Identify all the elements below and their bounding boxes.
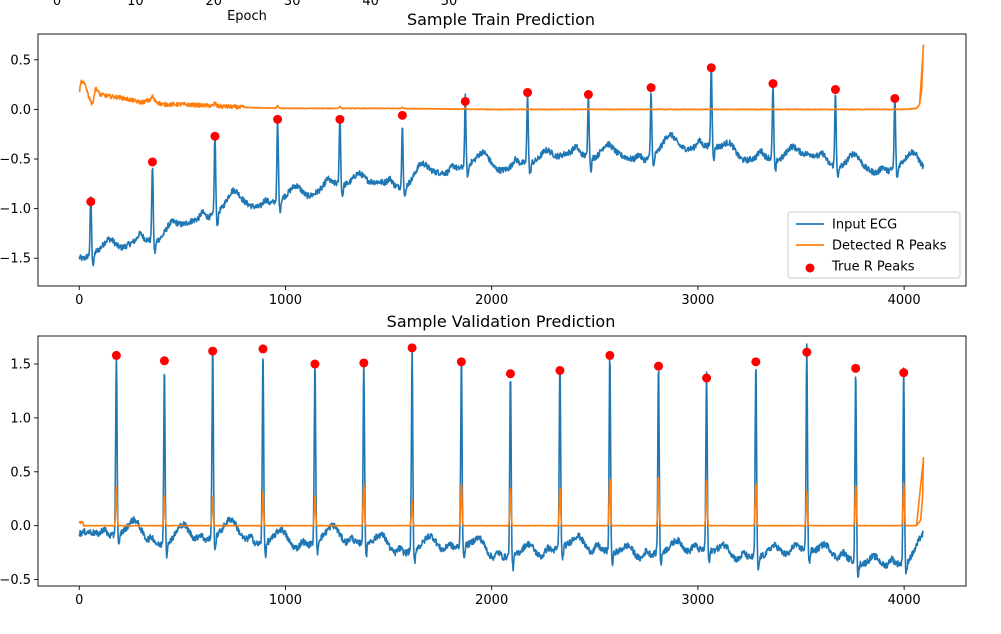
ytick-label: 1.0 (10, 411, 31, 426)
true-r-peak-point (407, 343, 417, 353)
xtick-label: 4000 (888, 293, 921, 308)
true-r-peak-point (646, 83, 656, 93)
ytick-label: 0.5 (10, 465, 31, 480)
previous-panel-xtick-label: 50 (441, 0, 458, 9)
xtick-label: 2000 (475, 593, 508, 608)
true-r-peak-point (335, 114, 345, 124)
true-r-peak-point (802, 347, 812, 357)
true-r-peak-point (851, 363, 861, 373)
xtick-label: 1000 (269, 293, 302, 308)
true-r-peak-point (523, 88, 533, 98)
true-r-peak-point (310, 359, 320, 369)
true-r-peak-point (397, 110, 407, 120)
true-r-peak-point (86, 197, 96, 207)
xtick-label: 3000 (681, 593, 714, 608)
xtick-label: 0 (75, 593, 83, 608)
xtick-label: 2000 (475, 293, 508, 308)
true-r-peak-point (273, 114, 283, 124)
true-r-peak-point (258, 344, 268, 354)
true-r-peak-point (208, 346, 218, 356)
true-r-peak-point (768, 79, 778, 89)
true-r-peak-point (654, 361, 664, 371)
legend-label: Input ECG (832, 218, 897, 233)
true-r-peak-point (505, 369, 515, 379)
input-ecg-line (78, 66, 925, 267)
previous-panel-xtick-label: 10 (127, 0, 144, 9)
true-r-peak-point (555, 365, 565, 375)
xtick-label: 1000 (269, 593, 302, 608)
true-r-peak-point (899, 368, 909, 378)
axes-frame (37, 33, 967, 287)
xtick-label: 3000 (681, 293, 714, 308)
previous-panel-xtick-label: 40 (362, 0, 379, 9)
previous-panel-xtick-label: 30 (284, 0, 301, 9)
ytick-label: −1.0 (0, 202, 31, 217)
xtick-label: 4000 (888, 593, 921, 608)
ytick-label: 0.0 (10, 519, 31, 534)
ytick-label: 0.5 (10, 53, 31, 68)
true-r-peak-point (147, 157, 157, 167)
legend-label: Detected R Peaks (832, 239, 947, 254)
ytick-label: −1.5 (0, 252, 31, 267)
detected-r-peaks-line (78, 44, 925, 111)
previous-panel-xtick-label: 0 (53, 0, 61, 9)
legend-box (787, 211, 961, 279)
true-r-peak-point (456, 357, 466, 367)
true-r-peak-point (460, 96, 470, 106)
true-r-peak-point (583, 90, 593, 100)
legend-label: True R Peaks (831, 260, 915, 275)
validation-chart-title: Sample Validation Prediction (387, 312, 616, 331)
true-r-peak-point (751, 357, 761, 367)
true-r-peak-point (359, 358, 369, 368)
previous-panel-axis-remnant: 0 10 20 30 40 50 (53, 0, 457, 9)
true-r-peak-point (830, 85, 840, 95)
true-r-peak-point (159, 356, 169, 366)
true-r-peak-point (111, 350, 121, 360)
detected-r-peaks-line (78, 457, 925, 527)
previous-panel-xlabel: Epoch (227, 9, 267, 24)
ytick-label: 0.0 (10, 103, 31, 118)
xtick-label: 0 (75, 293, 83, 308)
legend-true-peaks-swatch (805, 263, 815, 273)
validation-prediction-panel: Sample Validation Prediction 0 1000 2000 30… (0, 312, 967, 608)
ytick-label: 1.5 (10, 358, 31, 373)
input-ecg-line (78, 343, 924, 578)
true-r-peak-point (605, 350, 615, 360)
legend: Input ECG Detected R Peaks True R Peaks (787, 211, 961, 279)
true-r-peak-point (890, 93, 900, 103)
true-r-peak-point (210, 131, 220, 141)
ytick-label: −0.5 (0, 573, 31, 588)
axes-frame (37, 335, 967, 587)
previous-panel-xtick-label: 20 (206, 0, 223, 9)
true-r-peak-point (706, 63, 716, 73)
train-plot-area (78, 44, 925, 267)
train-chart-title: Sample Train Prediction (407, 10, 595, 29)
ytick-label: −0.5 (0, 153, 31, 168)
true-r-peak-point (702, 373, 712, 383)
validation-plot-area (78, 343, 925, 578)
train-prediction-panel: Sample Train Prediction 0 1000 2000 3000 400… (0, 10, 967, 308)
